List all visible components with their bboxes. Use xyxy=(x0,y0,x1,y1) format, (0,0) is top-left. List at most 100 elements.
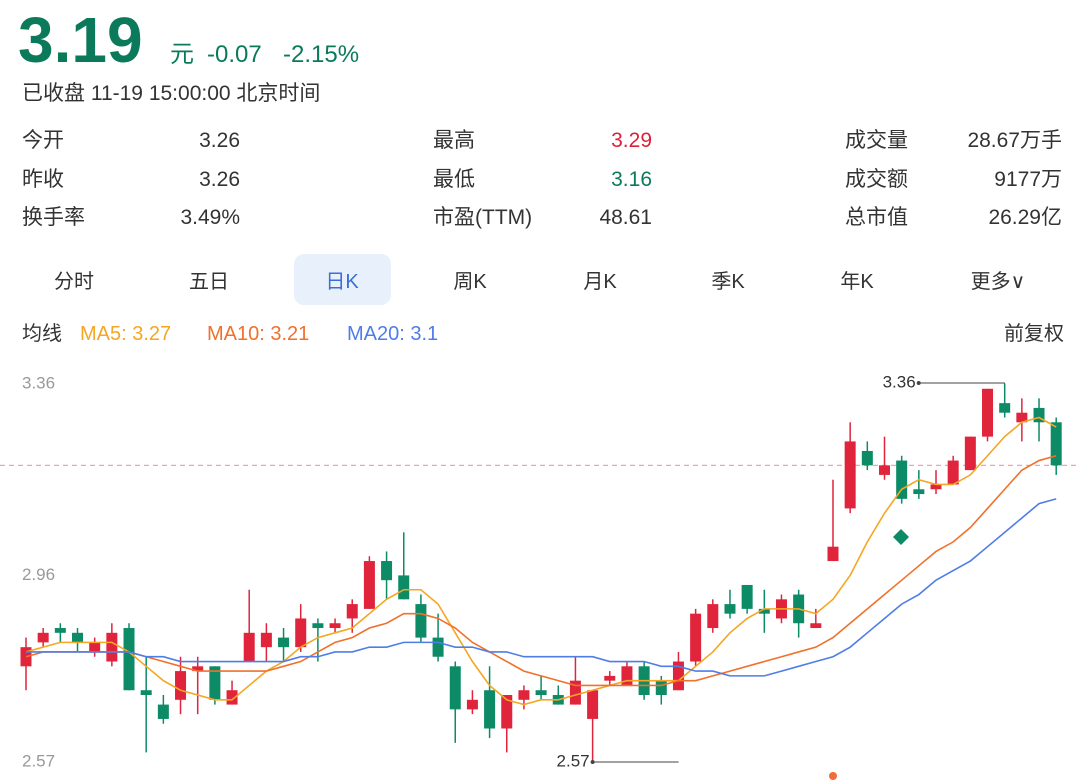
tab[interactable]: 月K xyxy=(583,271,617,293)
candle-body xyxy=(37,632,49,643)
candle-body xyxy=(672,661,684,691)
event-dot xyxy=(829,772,837,780)
candle-body xyxy=(449,666,461,710)
candle-body xyxy=(896,460,908,499)
candle-body xyxy=(535,690,547,696)
candle-body xyxy=(243,632,255,662)
candle-body xyxy=(346,604,358,619)
candle-body xyxy=(329,623,341,629)
candle-body xyxy=(209,666,221,700)
candle-body xyxy=(999,403,1011,413)
ma-title: 均线 xyxy=(22,322,62,345)
y-tick-label: 3.36 xyxy=(22,373,55,392)
candle-body xyxy=(947,460,959,485)
stat-label: 成交额 xyxy=(845,168,908,191)
ma-line xyxy=(25,416,1057,706)
candle-body xyxy=(982,388,994,437)
candle-body xyxy=(466,699,478,710)
candle-body xyxy=(415,604,427,638)
candle-body xyxy=(810,623,822,629)
candle-body xyxy=(106,632,118,662)
candle-body xyxy=(879,465,890,475)
candle-body xyxy=(312,623,324,629)
candle-body xyxy=(363,561,375,609)
price-change-pct: -2.15% xyxy=(283,41,359,68)
stat-value: 28.67万手 xyxy=(967,129,1062,152)
candle-body xyxy=(604,675,616,681)
tab[interactable]: 五日 xyxy=(189,271,229,293)
ma-legend: MA5: 3.27 xyxy=(80,323,171,345)
event-marker xyxy=(893,529,909,545)
candle-body xyxy=(587,690,599,719)
tab[interactable]: 年K xyxy=(840,270,874,293)
candle-body xyxy=(930,484,942,490)
candle-body xyxy=(690,613,702,662)
stat-value: 3.29 xyxy=(611,129,652,152)
annotation: 2.57 xyxy=(557,751,590,770)
candle-body xyxy=(123,628,135,691)
stat-label: 成交量 xyxy=(845,129,908,152)
tab[interactable]: 日K xyxy=(325,271,359,293)
candle-body xyxy=(844,441,856,509)
candle-body xyxy=(295,618,307,648)
candle-body xyxy=(569,680,581,705)
active-tab-bg xyxy=(294,254,391,305)
candle-body xyxy=(964,436,976,471)
candle-body xyxy=(1033,407,1045,423)
candle-body xyxy=(398,575,410,600)
price-unit: 元 xyxy=(170,41,194,68)
candle-body xyxy=(432,637,444,657)
stat-value: 48.61 xyxy=(599,206,652,229)
annotation-dot xyxy=(590,760,595,764)
candle-body xyxy=(621,666,633,686)
candle-body xyxy=(175,671,187,700)
ma-line xyxy=(26,498,1057,677)
tab[interactable]: 分时 xyxy=(54,270,94,293)
tab[interactable]: 周K xyxy=(453,271,487,293)
annotation-dot xyxy=(916,381,921,385)
market-status: 已收盘 11-19 15:00:00 北京时间 xyxy=(22,82,320,105)
y-tick-label: 2.57 xyxy=(22,751,55,770)
ma-line xyxy=(25,455,1057,687)
candle-body xyxy=(827,546,839,562)
price-change: -0.07 xyxy=(207,41,262,68)
stat-label: 昨收 xyxy=(22,168,64,191)
stat-value: 26.29亿 xyxy=(988,206,1062,229)
candle-body xyxy=(140,690,152,696)
candle-body xyxy=(501,695,513,729)
candle-body xyxy=(1016,412,1028,423)
candle-body xyxy=(54,628,66,633)
candle-body xyxy=(89,642,101,652)
stat-label: 换手率 xyxy=(22,206,85,229)
candle-body xyxy=(72,632,84,643)
candle-body xyxy=(381,561,393,581)
adjust-mode[interactable]: 前复权 xyxy=(1004,322,1064,345)
stat-value: 9177万 xyxy=(994,168,1062,191)
tab[interactable]: 更多∨ xyxy=(971,270,1026,293)
candle-body xyxy=(192,666,204,672)
candle-body xyxy=(278,637,290,648)
tab[interactable]: 季K xyxy=(711,270,745,293)
candle-body xyxy=(260,632,272,648)
candle-body xyxy=(707,604,719,629)
stat-value: 3.26 xyxy=(199,129,240,152)
stat-value: 3.49% xyxy=(180,206,240,229)
stat-label: 最高 xyxy=(433,129,475,152)
stat-label: 市盈(TTM) xyxy=(433,206,532,229)
candle-body xyxy=(518,690,530,700)
annotation: 3.36 xyxy=(883,372,916,391)
candle-body xyxy=(724,604,736,614)
candle-body xyxy=(758,608,770,614)
candle-body xyxy=(484,690,496,729)
ma-legend: MA20: 3.1 xyxy=(347,323,438,345)
price: 3.19 xyxy=(18,4,143,76)
stat-label: 总市值 xyxy=(845,206,908,229)
stat-label: 最低 xyxy=(433,168,475,191)
ma-legend: MA10: 3.21 xyxy=(207,323,309,345)
candle-body xyxy=(861,450,873,466)
y-tick-label: 2.96 xyxy=(22,565,55,584)
stat-value: 3.16 xyxy=(611,168,652,191)
candle-body xyxy=(741,584,753,609)
